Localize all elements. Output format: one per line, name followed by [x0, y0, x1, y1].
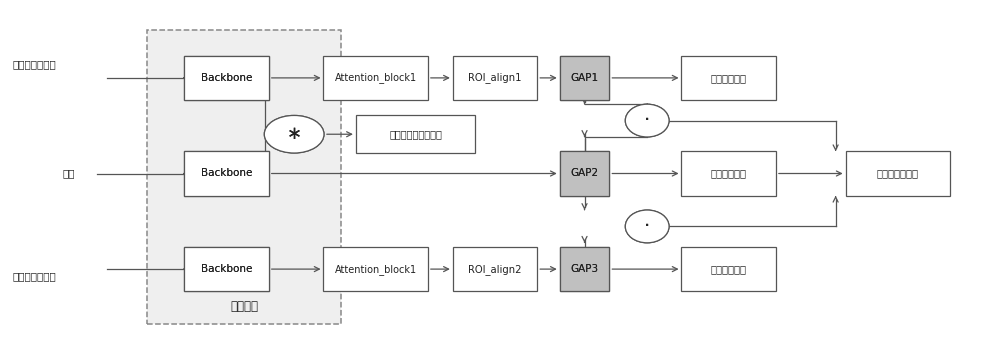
Text: Attention_block1: Attention_block1 [335, 264, 417, 274]
Text: 单目标跟踪损失函数: 单目标跟踪损失函数 [389, 129, 442, 139]
Text: GAP2: GAP2 [570, 169, 599, 178]
Ellipse shape [625, 210, 669, 243]
Text: 验证损失函数: 验证损失函数 [711, 169, 747, 178]
FancyBboxPatch shape [560, 247, 609, 291]
Text: Backbone: Backbone [201, 169, 252, 178]
Text: ·: · [644, 217, 650, 236]
FancyBboxPatch shape [681, 151, 776, 196]
Text: ∗: ∗ [287, 125, 302, 143]
FancyBboxPatch shape [323, 247, 428, 291]
FancyBboxPatch shape [453, 56, 537, 100]
FancyBboxPatch shape [681, 56, 776, 100]
FancyBboxPatch shape [184, 56, 269, 100]
Text: 负搜索区域样本: 负搜索区域样本 [13, 271, 56, 281]
Text: Backbone: Backbone [201, 73, 252, 83]
FancyBboxPatch shape [184, 56, 269, 100]
Text: 参数共享: 参数共享 [230, 301, 258, 313]
FancyBboxPatch shape [356, 116, 475, 153]
Text: GAP1: GAP1 [570, 73, 599, 83]
Ellipse shape [264, 116, 324, 153]
Text: ∗: ∗ [287, 125, 302, 143]
Text: ROI_align2: ROI_align2 [468, 264, 522, 274]
FancyBboxPatch shape [560, 56, 609, 100]
FancyBboxPatch shape [846, 151, 950, 196]
FancyBboxPatch shape [560, 247, 609, 291]
Text: 验证损失函数: 验证损失函数 [711, 264, 747, 274]
Text: ROI_align1: ROI_align1 [468, 73, 522, 83]
Text: 数据对损失函数: 数据对损失函数 [877, 169, 919, 178]
FancyBboxPatch shape [184, 247, 269, 291]
Text: Backbone: Backbone [201, 264, 252, 274]
FancyBboxPatch shape [184, 151, 269, 196]
Text: Backbone: Backbone [201, 264, 252, 274]
Ellipse shape [625, 104, 669, 137]
Ellipse shape [625, 210, 669, 243]
Text: 验证损失函数: 验证损失函数 [711, 73, 747, 83]
FancyBboxPatch shape [184, 151, 269, 196]
Text: ·: · [644, 111, 650, 130]
Text: GAP1: GAP1 [570, 73, 599, 83]
FancyBboxPatch shape [184, 247, 269, 291]
Text: ·: · [644, 111, 650, 130]
Ellipse shape [625, 104, 669, 137]
FancyBboxPatch shape [453, 247, 537, 291]
Text: ·: · [644, 217, 650, 236]
FancyBboxPatch shape [147, 30, 341, 324]
FancyBboxPatch shape [323, 56, 428, 100]
Text: 模板: 模板 [62, 169, 75, 178]
FancyBboxPatch shape [560, 56, 609, 100]
Text: Backbone: Backbone [201, 169, 252, 178]
Text: GAP3: GAP3 [570, 264, 599, 274]
Text: Attention_block1: Attention_block1 [335, 73, 417, 83]
Text: Backbone: Backbone [201, 73, 252, 83]
FancyBboxPatch shape [681, 247, 776, 291]
FancyBboxPatch shape [560, 151, 609, 196]
FancyBboxPatch shape [560, 151, 609, 196]
Text: GAP2: GAP2 [570, 169, 599, 178]
Text: GAP3: GAP3 [570, 264, 599, 274]
Ellipse shape [264, 116, 324, 153]
Text: 正搜索区域样本: 正搜索区域样本 [13, 59, 56, 69]
